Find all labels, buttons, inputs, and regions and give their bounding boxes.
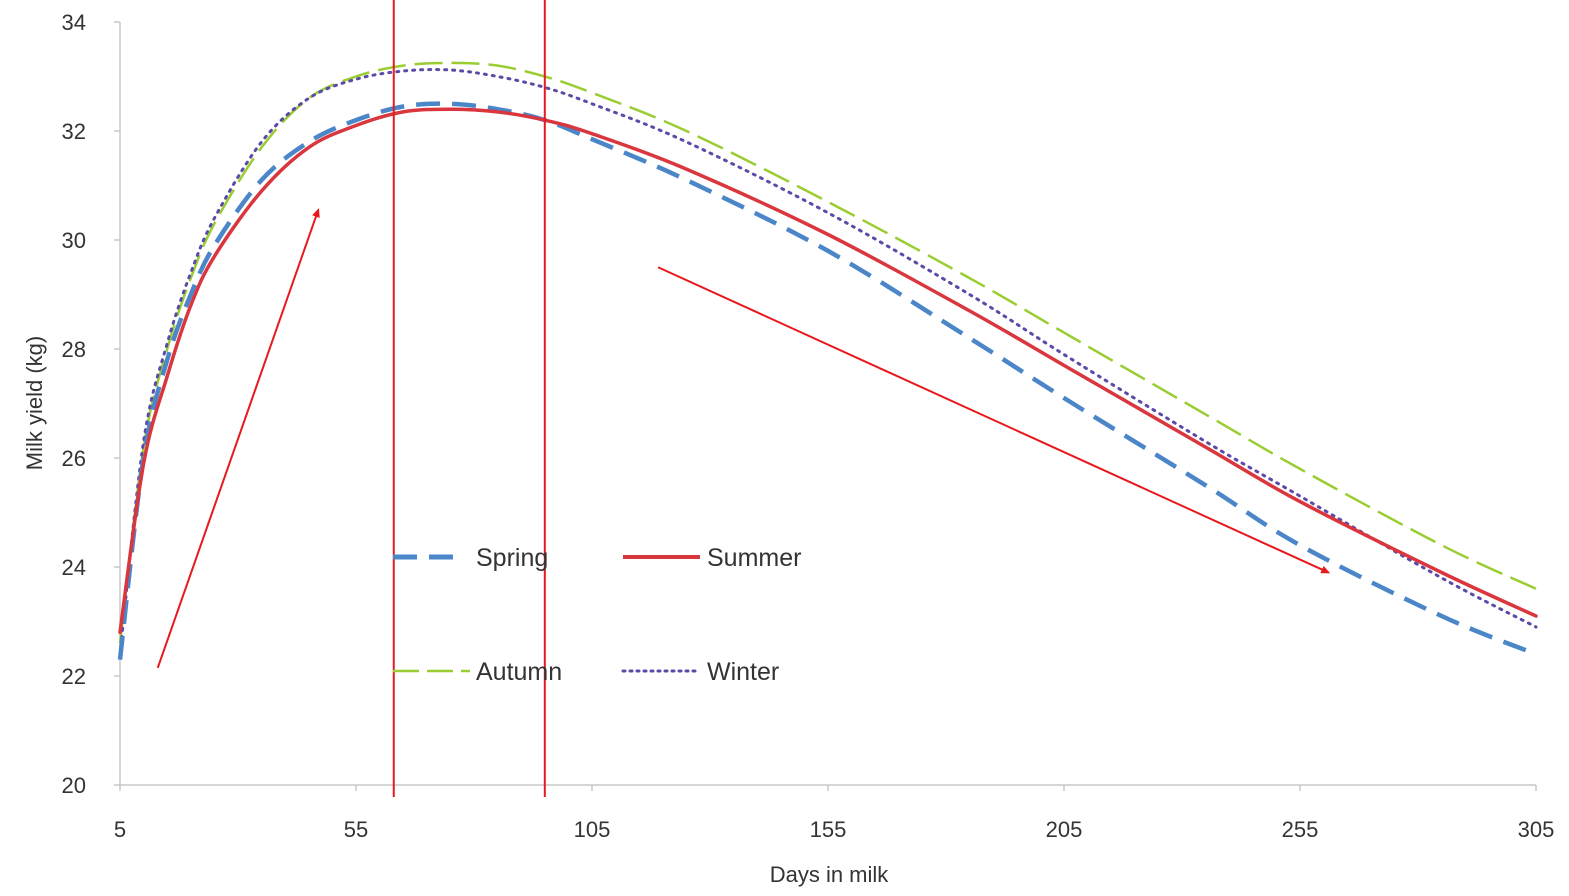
y-axis-title: Milk yield (kg) <box>22 336 47 470</box>
series-line-winter <box>118 68 1538 656</box>
x-tick-label: 105 <box>574 817 611 842</box>
x-axis-title: Days in milk <box>770 862 890 887</box>
x-tick-label: 5 <box>114 817 126 842</box>
legend: Spring Summer Autumn Winter <box>393 544 801 686</box>
x-tick-label: 205 <box>1046 817 1083 842</box>
y-tick-label: 34 <box>62 10 86 35</box>
legend-label-spring: Spring <box>476 544 548 572</box>
x-tick-label: 155 <box>810 817 847 842</box>
legend-label-summer: Summer <box>707 544 801 572</box>
series-line-spring <box>117 101 1537 660</box>
y-tick-label: 24 <box>62 555 86 580</box>
x-tick-label: 255 <box>1282 817 1319 842</box>
y-tick-label: 26 <box>62 446 86 471</box>
annotation-layer <box>156 0 1331 797</box>
y-tick-label: 32 <box>62 119 86 144</box>
y-tick-label: 30 <box>62 228 86 253</box>
x-tick-label: 305 <box>1518 817 1555 842</box>
y-tick-label: 20 <box>62 773 86 798</box>
trend-arrow <box>657 266 1331 574</box>
series-line-summer <box>118 107 1538 635</box>
y-ticks: 20 22 24 26 28 30 32 34 <box>62 10 120 798</box>
legend-label-winter: Winter <box>707 658 779 686</box>
x-tick-label: 55 <box>344 817 368 842</box>
y-tick-label: 22 <box>62 664 86 689</box>
y-tick-label: 28 <box>62 337 86 362</box>
trend-arrow <box>156 208 320 669</box>
x-ticks: 5 55 105 155 205 255 305 <box>114 785 1554 842</box>
legend-label-autumn: Autumn <box>476 658 562 686</box>
